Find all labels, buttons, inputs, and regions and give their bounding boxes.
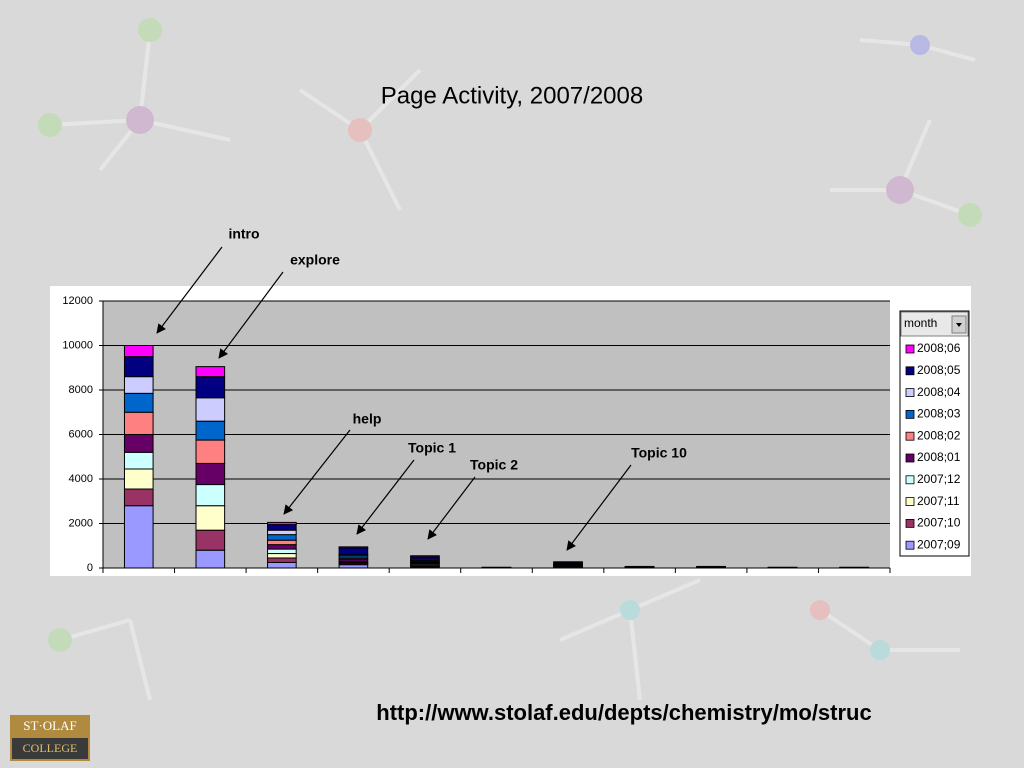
bar-segment [196,421,225,440]
bar-segment [268,525,297,531]
legend-swatch [906,541,914,549]
bar-segment [268,549,297,553]
bar-segment [268,540,297,544]
y-tick-label: 10000 [62,339,93,351]
bar-segment [268,530,297,534]
bar-segment [411,556,440,557]
legend-label: 2008;05 [917,363,961,377]
legend-label: 2007;11 [917,494,960,508]
legend-swatch [906,519,914,527]
bar-segment [339,547,368,548]
y-tick-label: 8000 [69,384,93,396]
legend-label: 2007;09 [917,537,961,551]
bar-segment [196,485,225,506]
legend-label: 2008;04 [917,385,961,399]
y-tick-label: 0 [87,562,93,574]
bar-segment [196,377,225,398]
bar-segment [196,440,225,463]
bar-segment [124,377,153,394]
legend-label: 2007;10 [917,516,961,530]
bar-segment [268,522,297,524]
annotation: Topic 1 [408,440,456,456]
bar-segment [124,346,153,357]
bar-segment [268,558,297,562]
bar-segment [124,452,153,469]
bar-segment [196,398,225,421]
bar-segment [268,535,297,541]
y-tick-label: 6000 [69,428,93,440]
legend-label: 2008;01 [917,450,961,464]
legend-label: 2007;12 [917,472,961,486]
bar-segment [268,545,297,549]
bar-segment [196,550,225,568]
legend-swatch [906,432,914,440]
logo-text: ST·OLAF [23,718,76,733]
logo-text: COLLEGE [23,741,78,755]
legend-swatch [906,498,914,506]
legend-swatch [906,345,914,353]
bar-segment [339,548,368,555]
bar-segment [124,489,153,506]
legend-title: month [904,316,937,330]
bar-segment [124,506,153,568]
bar-segment [124,393,153,412]
y-tick-label: 12000 [62,295,93,307]
legend-label: 2008;06 [917,341,961,355]
bar-segment [196,463,225,484]
bar-segment [124,435,153,453]
bar-segment [268,554,297,558]
bar-segment [339,565,368,568]
bar-segment [124,357,153,377]
legend-swatch [906,389,914,397]
bar-segment [268,562,297,568]
bar-segment [196,367,225,377]
y-tick-label: 2000 [69,517,93,529]
legend-swatch [906,367,914,375]
legend-label: 2008;02 [917,428,961,442]
annotation: explore [290,252,340,268]
y-tick-label: 4000 [69,473,93,485]
bar-segment [124,469,153,489]
annotation: Topic 2 [470,457,518,473]
bar-segment [124,412,153,434]
legend-swatch [906,410,914,418]
source-url: http://www.stolaf.edu/depts/chemistry/mo… [376,700,871,725]
bar-segment [196,530,225,550]
legend-swatch [906,454,914,462]
annotation: intro [228,226,259,242]
bar-segment [196,506,225,530]
annotation: Topic 10 [631,445,687,461]
annotation: help [353,411,382,427]
legend-swatch [906,476,914,484]
legend-label: 2008;03 [917,407,961,421]
chart-title: Page Activity, 2007/2008 [381,82,643,109]
